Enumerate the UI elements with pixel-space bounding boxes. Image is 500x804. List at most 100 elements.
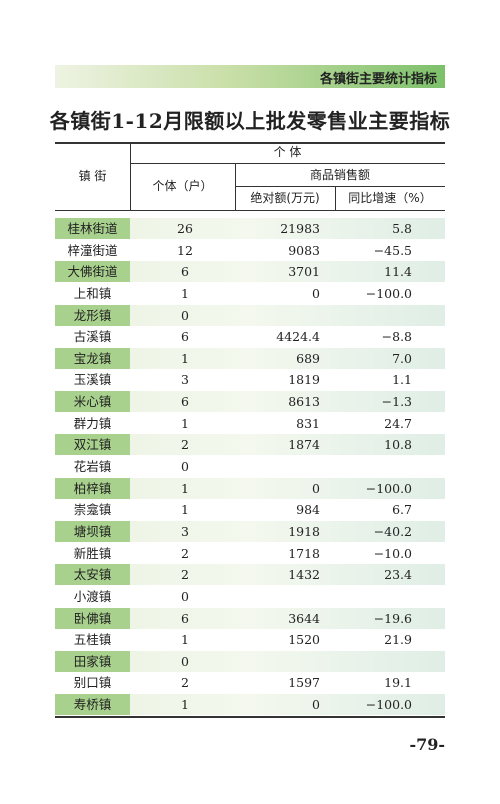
row-shade (55, 347, 445, 369)
town-name: 崇龛镇 (73, 502, 112, 518)
page-title: 各镇街1-12月限额以上批发零售业主要指标 (49, 109, 451, 133)
column-header: 同比增速（%） (348, 191, 432, 205)
row-shade (55, 607, 445, 629)
row-name-shade (55, 434, 130, 456)
household-count: 1 (181, 285, 189, 301)
town-name: 柏梓镇 (73, 480, 112, 496)
sales-growth: 19.1 (384, 675, 412, 691)
household-count: 1 (181, 697, 189, 713)
header-bottom-rule (55, 210, 445, 211)
town-name: 太安镇 (73, 567, 112, 583)
header-rule (235, 186, 445, 187)
row-name-shade (55, 607, 130, 629)
household-count: 0 (181, 653, 189, 669)
row-shade (55, 261, 445, 283)
household-count: 2 (181, 437, 189, 453)
sales-growth: −100.0 (365, 697, 412, 713)
sales-absolute: 1718 (288, 545, 320, 561)
household-count: 0 (181, 459, 189, 475)
row-name-shade (55, 564, 130, 586)
sales-growth: 7.0 (392, 350, 412, 366)
town-name: 米心镇 (73, 394, 112, 410)
town-name: 小渡镇 (73, 588, 112, 604)
sales-absolute: 0 (312, 697, 320, 713)
town-name: 梓潼街道 (67, 242, 118, 258)
household-count: 6 (181, 329, 189, 345)
town-name: 宝龙镇 (73, 350, 112, 366)
sales-growth: 24.7 (384, 415, 412, 431)
header-rule (130, 163, 445, 164)
sales-absolute: 8613 (288, 394, 320, 410)
household-count: 26 (177, 221, 193, 236)
row-name-shade (55, 304, 130, 326)
town-name: 塘坝镇 (73, 523, 112, 539)
sales-absolute: 4424.4 (276, 329, 320, 345)
town-name: 大佛街道 (67, 264, 118, 280)
household-count: 1 (181, 480, 189, 496)
row-name-shade (55, 218, 130, 239)
row-shade (55, 520, 445, 542)
section-title: 各镇街主要统计指标 (319, 72, 437, 87)
row-name-shade (55, 520, 130, 542)
household-count: 0 (181, 588, 189, 604)
column-header: 个体（户） (152, 179, 213, 193)
row-name-shade (55, 477, 130, 499)
sales-growth: 21.9 (384, 632, 412, 648)
sales-absolute: 3701 (288, 264, 320, 280)
sales-absolute: 0 (312, 285, 320, 301)
sales-growth: 10.8 (384, 437, 412, 453)
column-header: 绝对额(万元) (250, 191, 320, 205)
section-banner: 各镇街主要统计指标 (55, 65, 445, 88)
town-name: 玉溪镇 (73, 372, 112, 388)
row-shade (55, 434, 445, 456)
row-shade (55, 650, 445, 672)
town-name: 古溪镇 (73, 329, 112, 345)
sales-absolute: 1918 (288, 523, 320, 539)
household-count: 2 (181, 545, 189, 561)
row-name-shade (55, 391, 130, 413)
row-name-shade (55, 347, 130, 369)
sales-absolute: 21983 (280, 221, 320, 236)
sales-growth: −45.5 (373, 242, 412, 258)
town-name: 龙形镇 (73, 307, 112, 323)
town-name: 上和镇 (73, 285, 112, 301)
sales-growth: 5.8 (392, 221, 412, 236)
sales-growth: −100.0 (365, 285, 412, 301)
town-name: 双江镇 (73, 437, 112, 453)
table-top-rule (55, 142, 445, 144)
column-header: 镇 街 (78, 169, 107, 183)
row-shade (55, 391, 445, 413)
column-header: 商品销售额 (309, 168, 370, 182)
sales-growth: −100.0 (365, 480, 412, 496)
row-name-shade (55, 261, 130, 283)
sales-growth: −1.3 (381, 394, 412, 410)
row-shade (55, 477, 445, 499)
household-count: 1 (181, 502, 189, 518)
household-count: 0 (181, 307, 189, 323)
sales-absolute: 1432 (288, 567, 320, 583)
town-name: 田家镇 (73, 653, 112, 669)
row-shade (55, 218, 445, 239)
household-count: 1 (181, 415, 189, 431)
header-divider (335, 187, 336, 210)
sales-absolute: 1874 (288, 437, 320, 453)
sales-absolute: 0 (312, 480, 320, 496)
sales-absolute: 1597 (288, 675, 320, 691)
page-number: -79- (409, 735, 445, 754)
header-divider (235, 164, 236, 210)
sales-growth: 11.4 (384, 264, 412, 280)
town-name: 别口镇 (73, 675, 112, 691)
sales-absolute: 3644 (288, 610, 320, 626)
sales-growth: −8.8 (381, 329, 412, 345)
town-name: 群力镇 (73, 415, 112, 431)
household-count: 6 (181, 394, 189, 410)
sales-growth: 23.4 (384, 567, 412, 583)
sales-growth: −10.0 (373, 545, 412, 561)
sales-growth: −19.6 (373, 610, 412, 626)
town-name: 花岩镇 (73, 459, 112, 475)
row-shade (55, 564, 445, 586)
sales-absolute: 831 (296, 415, 320, 431)
town-name: 五桂镇 (73, 632, 112, 648)
sales-absolute: 689 (296, 350, 320, 366)
sales-growth: 1.1 (392, 372, 412, 388)
